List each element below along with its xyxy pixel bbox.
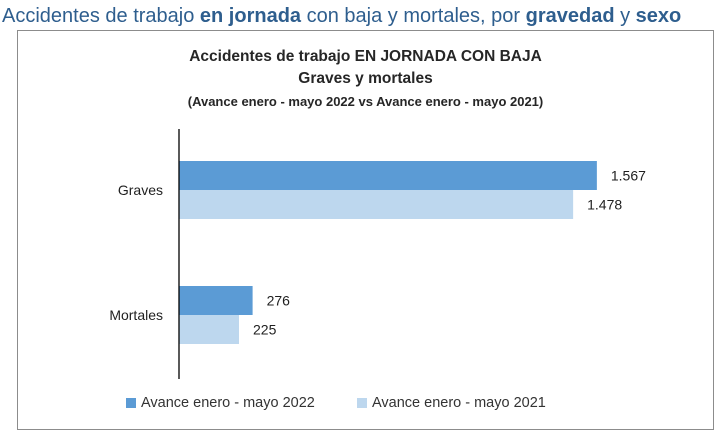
heading-text-2: en jornada xyxy=(199,5,302,27)
category-label-mortales: Mortales xyxy=(109,307,163,323)
category-label-graves: Graves xyxy=(118,182,163,198)
heading-text-4: gravedad xyxy=(525,5,615,27)
value-label-graves-2022: 1.567 xyxy=(611,168,646,184)
legend-item-2021: Avance enero - mayo 2021 xyxy=(357,395,546,411)
bar-mortales-2022 xyxy=(179,286,253,315)
legend-item-2022: Avance enero - mayo 2022 xyxy=(126,395,315,411)
bar-chart-plot: 1.567 1.478 Graves 276 225 Mortales xyxy=(109,129,646,379)
chart-legend: Avance enero - mayo 2022 Avance enero - … xyxy=(18,395,713,415)
chart-title: Accidentes de trabajo EN JORNADA CON BAJ… xyxy=(189,48,542,65)
heading-text-5: y xyxy=(614,5,636,27)
bar-graves-2022 xyxy=(179,161,597,190)
bar-mortales-2021 xyxy=(179,315,239,344)
value-label-mortales-2022: 276 xyxy=(267,293,291,309)
page-heading: Accidentes de trabajo en jornada con baj… xyxy=(2,3,716,29)
legend-label-2021: Avance enero - mayo 2021 xyxy=(372,395,546,411)
chart-subtitle: Graves y mortales xyxy=(298,70,433,87)
heading-text-3: con baja y mortales, por xyxy=(301,5,526,27)
legend-label-2022: Avance enero - mayo 2022 xyxy=(141,395,315,411)
legend-swatch-2022 xyxy=(126,398,136,408)
chart-subtitle-period: (Avance enero - mayo 2022 vs Avance ener… xyxy=(187,94,544,109)
bar-graves-2021 xyxy=(179,190,574,219)
heading-text-6: sexo xyxy=(635,5,682,27)
heading-text-1: Accidentes de trabajo xyxy=(2,5,200,27)
legend-swatch-2021 xyxy=(357,398,367,408)
value-label-mortales-2021: 225 xyxy=(253,322,277,338)
value-label-graves-2021: 1.478 xyxy=(587,197,622,213)
chart-container: Accidentes de trabajo EN JORNADA CON BAJ… xyxy=(17,30,714,430)
